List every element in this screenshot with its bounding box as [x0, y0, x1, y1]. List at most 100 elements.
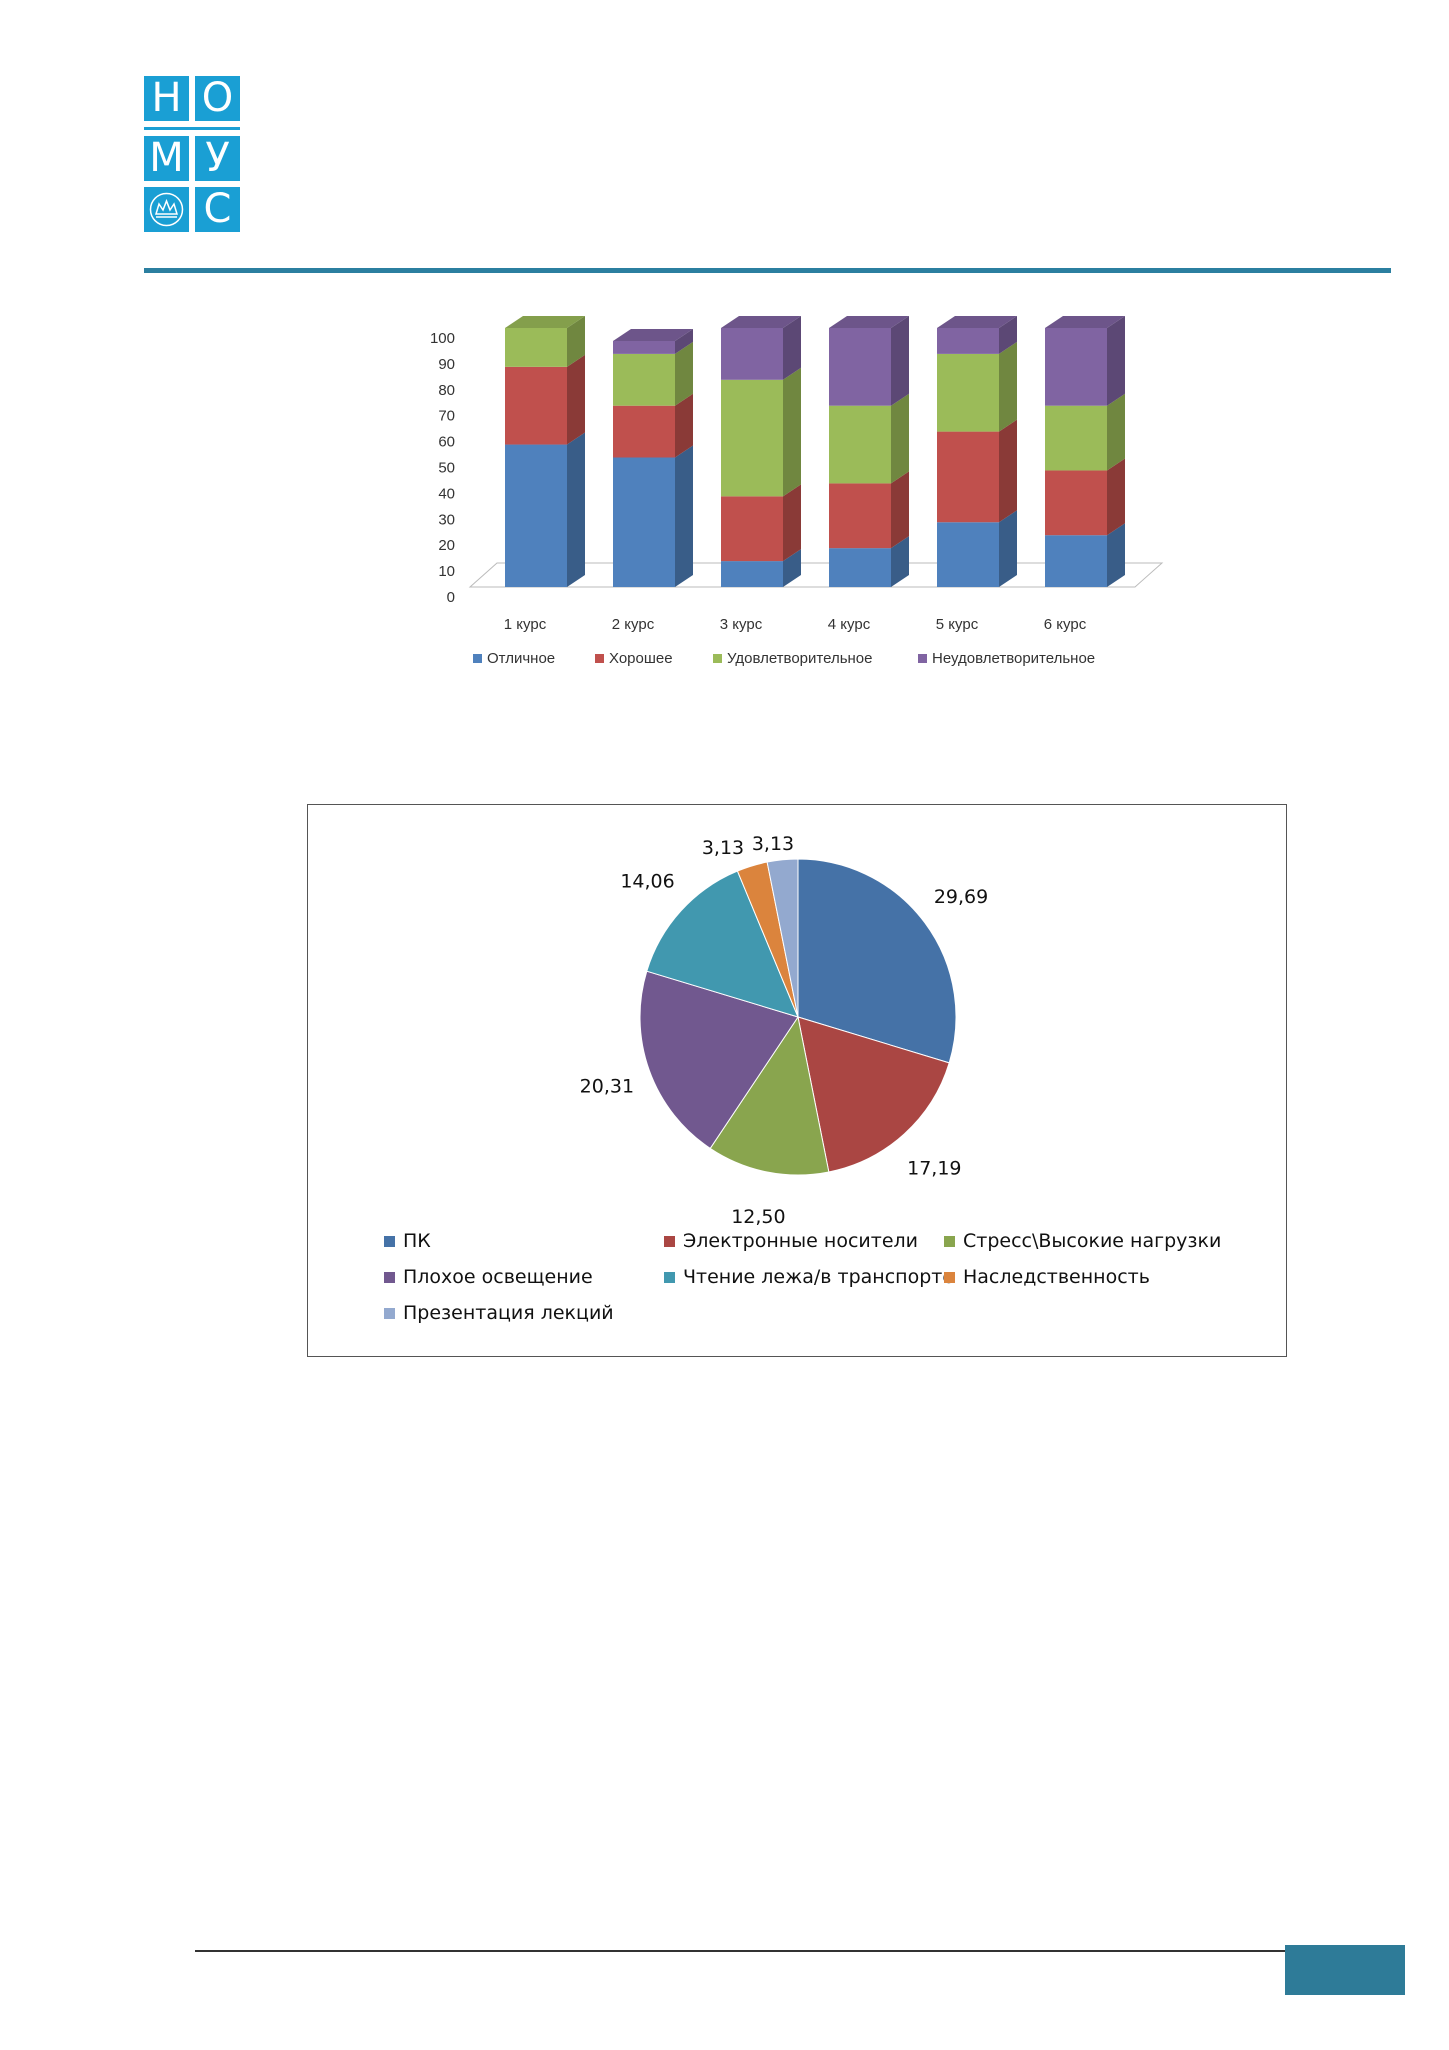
bar-segment-side — [1107, 316, 1125, 406]
y-tick-label: 20 — [438, 537, 455, 554]
bar-segment-side — [567, 432, 585, 587]
bar-segment — [1045, 405, 1107, 471]
logo-letter: М — [144, 136, 189, 181]
logo-letter: С — [195, 187, 240, 232]
logo-letter: У — [195, 136, 240, 181]
bar-segment-side — [675, 393, 693, 458]
legend-label: Чтение лежа/в транспорте — [683, 1266, 955, 1288]
bar-segment — [505, 366, 567, 445]
pie-value-label: 14,06 — [620, 871, 674, 893]
bar-segment-side — [1107, 393, 1125, 471]
pie-value-label: 12,50 — [731, 1206, 785, 1225]
bar-segment — [613, 353, 675, 406]
bar-segment-side — [999, 316, 1017, 354]
bar-top-cap — [937, 316, 1017, 328]
bar-segment — [1045, 470, 1107, 536]
bar-segment-side — [1107, 523, 1125, 587]
pie-legend-item: Презентация лекций — [384, 1302, 664, 1324]
legend-swatch — [384, 1235, 395, 1247]
pie-slice — [797, 1016, 950, 1173]
y-tick-label: 50 — [438, 460, 455, 477]
pie-value-label: 20,31 — [580, 1075, 634, 1097]
bar-top-cap — [829, 316, 909, 328]
pie-legend-item: Плохое освещение — [384, 1266, 664, 1288]
legend-swatch — [944, 1235, 955, 1247]
logo-letter: О — [195, 76, 240, 121]
bar-segment — [721, 496, 783, 562]
bar-segment — [505, 444, 567, 587]
legend-label: Отличное — [487, 650, 555, 667]
x-tick-label: 1 курс — [504, 616, 547, 633]
bar-segment — [721, 379, 783, 497]
pie-slice — [646, 870, 799, 1018]
header-rule — [144, 268, 1391, 273]
pie-value-label: 29,69 — [934, 886, 988, 908]
bar-segment-side — [675, 341, 693, 406]
pie-slice — [797, 858, 957, 1064]
bar-segment — [613, 405, 675, 458]
bar-segment — [613, 457, 675, 587]
y-tick-label: 100 — [430, 330, 455, 347]
bar-segment-side — [783, 549, 801, 587]
pie-chart: 29,69 17,19 12,50 20,31 14,06 3,13 3,13 — [580, 833, 989, 1225]
x-tick-label: 4 курс — [828, 616, 871, 633]
bar-segment-side — [891, 316, 909, 406]
bar-segment — [721, 561, 783, 587]
bar-segment-side — [891, 536, 909, 587]
legend-label: Плохое освещение — [403, 1266, 593, 1288]
y-tick-label: 30 — [438, 511, 455, 528]
bar-segment — [1045, 535, 1107, 587]
legend-swatch — [473, 654, 482, 663]
legend-swatch — [918, 654, 927, 663]
bar-segment-side — [999, 341, 1017, 432]
pie-legend: ПК Электронные носители Стресс\Высокие наг… — [384, 1230, 1264, 1324]
bar-segment-side — [891, 393, 909, 484]
bar-segment-side — [567, 354, 585, 445]
legend-swatch — [664, 1271, 675, 1283]
y-tick-label: 60 — [438, 434, 455, 451]
legend-label: Наследственность — [963, 1266, 1150, 1288]
y-tick-label: 10 — [438, 563, 455, 580]
nomus-logo: Н О М У С — [144, 76, 240, 238]
pie-value-label: 17,19 — [907, 1157, 961, 1179]
bar-chart: 0 10 20 30 40 50 60 70 80 90 100 1 курс 2 курс 3 курс… — [430, 316, 1164, 667]
bar-top-cap — [613, 328, 693, 341]
y-tick-label: 80 — [438, 382, 455, 399]
pie-legend-item: ПК — [384, 1230, 664, 1252]
pie-value-label: 3,13 — [702, 837, 744, 859]
legend-label: ПК — [403, 1230, 431, 1252]
bar-segment — [937, 431, 999, 523]
legend-label: Стресс\Высокие нагрузки — [963, 1230, 1222, 1252]
bar-segment-side — [891, 471, 909, 549]
crown-emblem-icon — [144, 187, 189, 232]
bar-segment-side — [675, 445, 693, 587]
legend-swatch — [944, 1271, 955, 1283]
legend-label: Удовлетворительное — [727, 650, 873, 667]
legend-swatch — [595, 654, 604, 663]
bar-segment — [937, 328, 999, 354]
bar-segment-side — [999, 419, 1017, 523]
bar-segment-side — [783, 367, 801, 497]
pie-legend-item: Стресс\Высокие нагрузки — [944, 1230, 1244, 1252]
bar-segment — [721, 328, 783, 380]
bar-segment — [829, 405, 891, 484]
x-tick-label: 6 курс — [1044, 616, 1087, 633]
pie-value-label: 3,13 — [752, 833, 794, 855]
bar-segment — [937, 353, 999, 432]
pie-legend-item: Чтение лежа/в транспорте — [664, 1266, 954, 1288]
logo-divider — [144, 127, 240, 130]
legend-swatch — [713, 654, 722, 663]
legend-swatch — [664, 1235, 675, 1247]
legend-swatch — [384, 1307, 395, 1319]
bar-segment-side — [675, 328, 693, 354]
bar-segment — [505, 328, 567, 367]
bar-top-cap — [505, 316, 585, 328]
pie-chart-frame: 29,69 17,19 12,50 20,31 14,06 3,13 3,13 ПК Элек… — [307, 804, 1287, 1357]
bar-segment — [937, 522, 999, 587]
bar-segment — [829, 548, 891, 587]
y-tick-label: 70 — [438, 408, 455, 425]
bar-segment-side — [999, 510, 1017, 587]
y-tick-label: 90 — [438, 356, 455, 373]
y-tick-label: 40 — [438, 485, 455, 502]
page-number-box — [1285, 1945, 1405, 1995]
